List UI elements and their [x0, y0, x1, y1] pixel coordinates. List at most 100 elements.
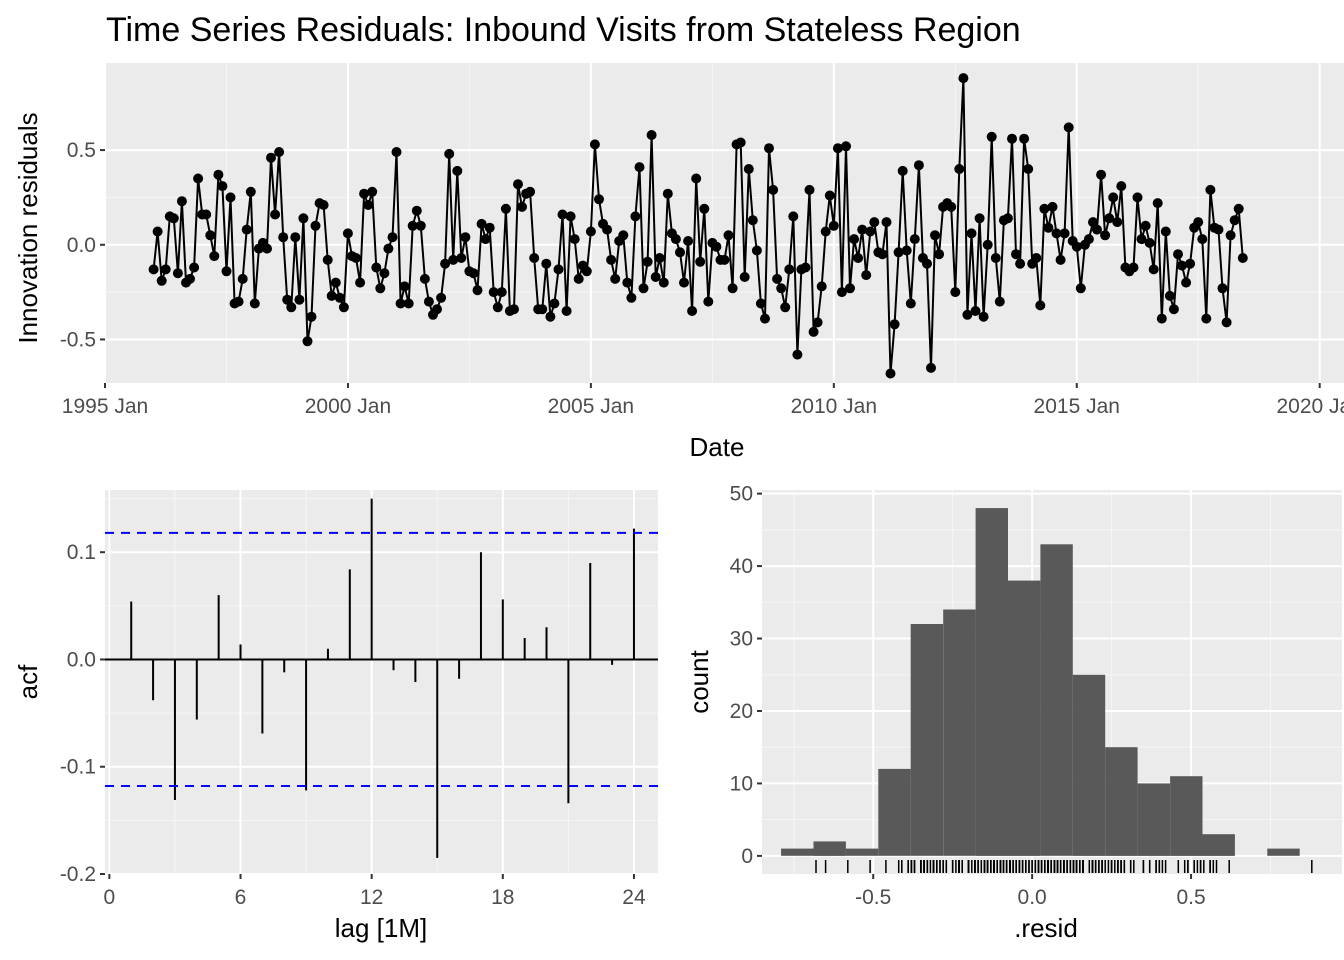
- residual-point: [383, 243, 394, 254]
- residual-point: [1177, 260, 1187, 271]
- residual-point: [634, 162, 645, 173]
- histogram-bar: [878, 768, 911, 856]
- residual-point: [695, 256, 706, 267]
- residual-point: [525, 186, 536, 197]
- x-tick-label: 0.0: [1018, 886, 1047, 909]
- residual-point: [788, 211, 799, 222]
- residual-point: [1055, 254, 1066, 265]
- histogram-bar: [1170, 776, 1203, 856]
- residual-point: [1100, 230, 1111, 241]
- residual-point: [452, 165, 463, 176]
- residual-point: [893, 247, 904, 258]
- histogram-bars: [781, 508, 1300, 856]
- residual-point: [1185, 258, 1196, 269]
- residual-point: [675, 247, 685, 258]
- residual-point: [1237, 253, 1248, 263]
- residual-point: [1104, 213, 1115, 224]
- residual-point: [1156, 313, 1167, 324]
- histogram-bar: [781, 848, 814, 856]
- y-tick-label: 40: [730, 555, 753, 578]
- residual-point: [1039, 203, 1050, 214]
- residual-point: [772, 273, 783, 284]
- residual-point: [448, 254, 459, 265]
- residual-point: [776, 283, 787, 294]
- residual-point: [994, 296, 1005, 307]
- residual-point: [1083, 234, 1094, 245]
- residual-point: [423, 296, 434, 307]
- residual-point: [683, 236, 694, 246]
- residual-point: [816, 281, 827, 292]
- residual-point: [355, 277, 366, 288]
- residual-point: [549, 298, 560, 309]
- residual-point: [808, 326, 819, 337]
- x-tick-label: 2005 Jan: [548, 395, 634, 418]
- x-tick-label: 18: [491, 886, 514, 909]
- residual-point: [962, 309, 973, 320]
- residual-point: [1116, 181, 1127, 192]
- residual-point: [594, 194, 604, 205]
- y-axis-title: Innovation residuals: [13, 112, 43, 343]
- residual-point: [160, 264, 171, 275]
- residual-point: [909, 234, 920, 245]
- timeseries-y-axis: -0.5 0.0 0.5: [60, 139, 96, 351]
- residual-point: [727, 283, 738, 294]
- histogram-bar: [910, 624, 944, 856]
- residual-point: [322, 254, 333, 265]
- residual-point: [387, 232, 398, 243]
- residual-point: [780, 302, 791, 313]
- residual-point: [719, 254, 730, 265]
- acf-x-axis-title: lag [1M]: [335, 913, 428, 943]
- residual-point: [760, 313, 770, 324]
- histogram-bar: [1202, 834, 1235, 856]
- residual-point: [990, 253, 1001, 263]
- residual-point: [553, 264, 564, 275]
- residual-point: [1112, 217, 1123, 228]
- residual-point: [901, 245, 912, 256]
- residual-point: [982, 239, 993, 250]
- residual-point: [237, 273, 248, 284]
- residual-point: [958, 73, 969, 84]
- residual-point: [820, 226, 831, 237]
- residual-point: [1221, 317, 1232, 328]
- acf-series: [105, 498, 658, 858]
- histogram-bar: [1008, 580, 1041, 856]
- x-tick-label: 2020 Jan: [1276, 395, 1344, 418]
- residual-point: [1059, 228, 1070, 239]
- residual-point: [201, 209, 212, 220]
- y-tick-label: -0.1: [60, 756, 96, 779]
- histogram-bar: [943, 609, 976, 856]
- residual-point: [1164, 290, 1175, 301]
- residual-point: [1233, 203, 1244, 214]
- residual-point: [338, 302, 349, 313]
- residual-point: [419, 273, 430, 284]
- residual-point: [403, 298, 414, 309]
- residual-point: [306, 311, 317, 322]
- residual-point: [245, 186, 256, 197]
- residual-point: [1173, 249, 1183, 260]
- residual-point: [650, 272, 661, 282]
- residual-point: [472, 285, 483, 296]
- residual-point: [699, 203, 710, 214]
- residual-point: [658, 277, 669, 288]
- residual-point: [399, 281, 410, 292]
- residual-point: [294, 294, 305, 305]
- residual-point: [792, 349, 803, 360]
- residual-point: [869, 217, 880, 228]
- residual-point: [290, 232, 301, 243]
- residual-point: [723, 230, 734, 241]
- histogram-y-axis-title: count: [684, 649, 714, 713]
- residual-point: [460, 232, 471, 243]
- residual-point: [359, 188, 370, 199]
- residual-point: [444, 148, 455, 159]
- residual-point: [865, 226, 876, 237]
- residual-point: [845, 283, 855, 294]
- residual-point: [679, 277, 689, 288]
- residual-point: [622, 277, 633, 288]
- residual-point: [881, 217, 892, 228]
- residual-point: [262, 243, 272, 254]
- residual-point: [711, 241, 722, 252]
- residual-point: [581, 266, 592, 277]
- residual-point: [747, 215, 758, 226]
- residual-point: [233, 296, 244, 307]
